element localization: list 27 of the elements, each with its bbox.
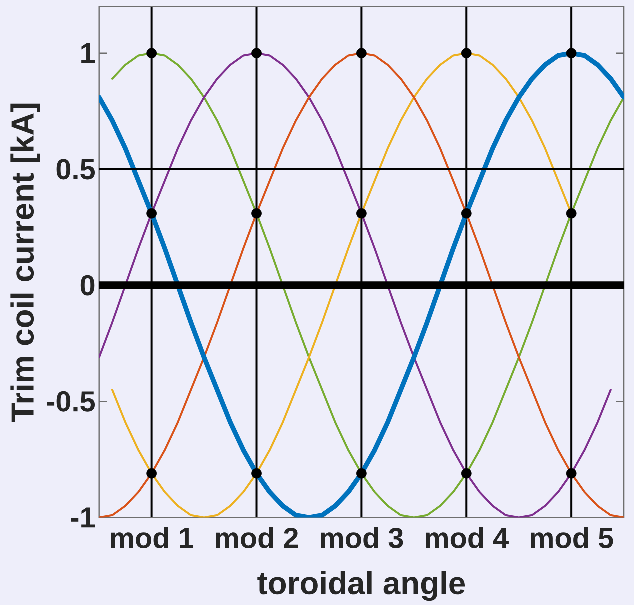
y-tick-label: 1 — [82, 43, 96, 64]
point — [146, 208, 157, 219]
y-tick-label: 0 — [80, 275, 95, 296]
point — [356, 468, 367, 479]
x-axis-title: toroidal angle — [258, 571, 466, 601]
point — [356, 208, 367, 219]
point — [146, 48, 157, 58]
x-tick-label: mod 2 — [216, 527, 298, 548]
point — [252, 208, 262, 219]
x-tick-label: mod 5 — [530, 527, 614, 548]
point — [356, 48, 367, 58]
point — [461, 48, 472, 58]
point — [461, 468, 472, 479]
x-tick-label: mod 4 — [426, 527, 509, 548]
y-tick-label: 0.5 — [56, 159, 96, 180]
point — [566, 48, 577, 58]
y-tick-label: -0.5 — [47, 391, 96, 412]
y-tick-label: -1 — [71, 508, 96, 528]
x-tick-label: mod 3 — [321, 527, 404, 548]
point — [252, 468, 262, 479]
y-axis-title: Trim coil current [kA] — [10, 104, 40, 422]
point — [566, 208, 577, 219]
point — [566, 468, 577, 479]
point — [461, 208, 472, 219]
point — [252, 48, 262, 58]
x-tick-label: mod 1 — [111, 527, 194, 548]
point — [146, 468, 157, 479]
